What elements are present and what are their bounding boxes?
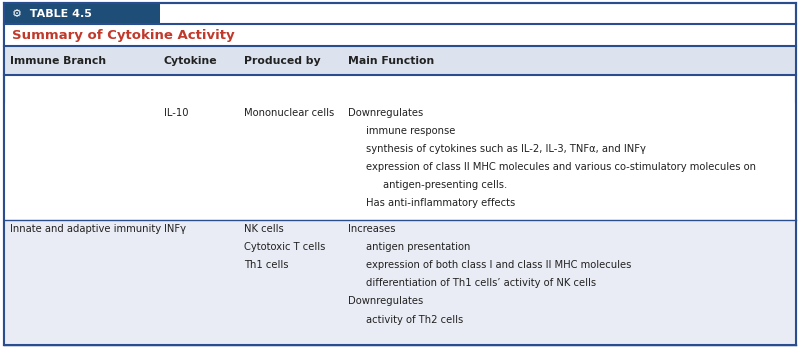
Text: synthesis of cytokines such as IL-2, IL-3, TNFα, and INFγ: synthesis of cytokines such as IL-2, IL-… <box>366 144 646 154</box>
Text: antigen-presenting cells.: antigen-presenting cells. <box>383 180 507 190</box>
Text: ⚙  TABLE 4.5: ⚙ TABLE 4.5 <box>12 9 92 18</box>
Text: INFγ: INFγ <box>164 224 186 234</box>
Text: Increases: Increases <box>348 224 395 234</box>
Bar <box>4 24 796 46</box>
Text: activity of Th2 cells: activity of Th2 cells <box>366 315 463 325</box>
Text: Mononuclear cells: Mononuclear cells <box>244 108 334 118</box>
Text: Immune Branch: Immune Branch <box>10 56 106 65</box>
Text: immune response: immune response <box>366 126 455 136</box>
Text: Downregulates: Downregulates <box>348 296 423 307</box>
Text: Cytokine: Cytokine <box>164 56 218 65</box>
Bar <box>4 46 796 75</box>
Text: Downregulates: Downregulates <box>348 108 423 118</box>
Text: NK cells: NK cells <box>244 224 284 234</box>
Text: Produced by: Produced by <box>244 56 321 65</box>
Bar <box>4 3 160 24</box>
Text: differentiation of Th1 cells’ activity of NK cells: differentiation of Th1 cells’ activity o… <box>366 278 596 288</box>
Bar <box>4 220 796 345</box>
Text: antigen presentation: antigen presentation <box>366 242 470 252</box>
Text: IL-10: IL-10 <box>164 108 189 118</box>
Text: expression of both class I and class II MHC molecules: expression of both class I and class II … <box>366 260 631 270</box>
Bar <box>4 103 796 220</box>
Text: Main Function: Main Function <box>348 56 434 65</box>
Text: Innate and adaptive immunity: Innate and adaptive immunity <box>10 224 161 234</box>
Text: Summary of Cytokine Activity: Summary of Cytokine Activity <box>12 29 234 42</box>
Text: Has anti-inflammatory effects: Has anti-inflammatory effects <box>366 198 515 208</box>
Text: Cytotoxic T cells: Cytotoxic T cells <box>244 242 326 252</box>
Text: Th1 cells: Th1 cells <box>244 260 289 270</box>
Text: expression of class II MHC molecules and various co-stimulatory molecules on: expression of class II MHC molecules and… <box>366 162 755 172</box>
